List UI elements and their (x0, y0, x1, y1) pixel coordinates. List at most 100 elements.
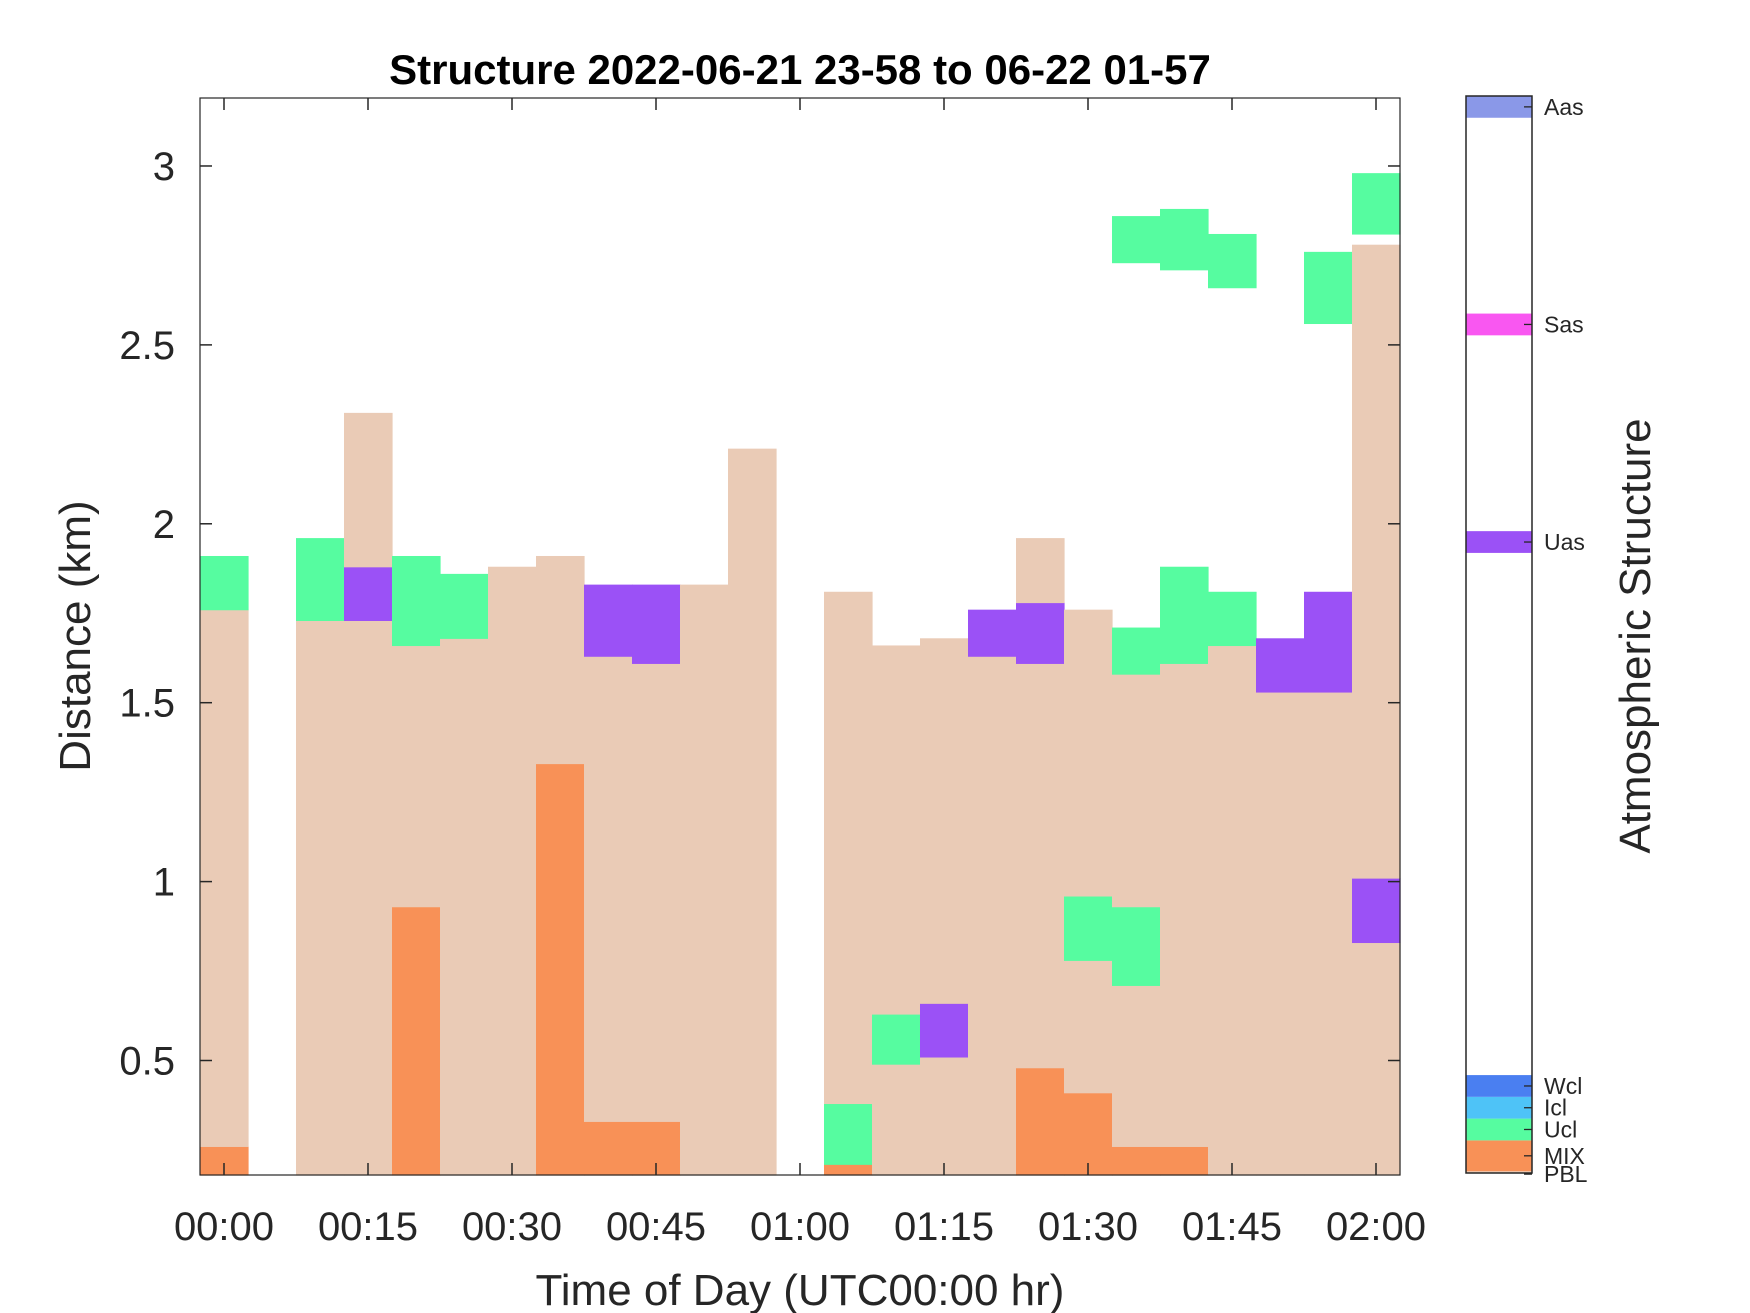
cell-ucl (1064, 895, 1113, 961)
colorbar-swatch-pbl (1466, 1171, 1532, 1173)
chart-title: Structure 2022-06-21 23-58 to 06-22 01-5… (389, 46, 1211, 93)
cell-ucl (824, 1103, 873, 1165)
colorbar-swatch-uas (1466, 531, 1532, 553)
cell-ucl (1112, 216, 1161, 264)
cell-ucl (1160, 566, 1209, 664)
x-tick-label: 00:15 (318, 1205, 418, 1249)
colorbar-label-icl: Icl (1544, 1095, 1567, 1121)
colorbar-label-aas: Aas (1544, 94, 1584, 120)
colorbar-swatch-sas (1466, 313, 1532, 336)
cell-pbl (920, 1056, 969, 1176)
cell-pbl (200, 609, 249, 1147)
cell-pbl (1208, 645, 1257, 1176)
cell-pbl (1112, 985, 1161, 1147)
cell-mix (1016, 1067, 1065, 1176)
cell-ucl (1208, 233, 1257, 289)
cell-ucl (1112, 627, 1161, 675)
cell-pbl (1352, 942, 1401, 1176)
cell-ucl (200, 555, 249, 611)
y-tick-label: 2.5 (119, 324, 175, 368)
cell-pbl (440, 638, 489, 1176)
cell-uas (968, 609, 1017, 657)
cell-mix (1112, 1146, 1161, 1176)
colorbar-swatch-wcl (1466, 1075, 1532, 1097)
heatmap-cells (200, 173, 1401, 1176)
cell-pbl (296, 620, 345, 1176)
colorbar-swatch-aas (1466, 96, 1532, 118)
x-tick-label: 02:00 (1326, 1205, 1426, 1249)
cell-ucl (1304, 251, 1353, 325)
colorbar-label-mix: MIX (1544, 1143, 1585, 1169)
cell-mix (392, 906, 441, 1176)
y-tick-label: 1.5 (119, 682, 175, 726)
cell-pbl (344, 620, 393, 1176)
cell-pbl (728, 448, 777, 1176)
colorbar-background (1466, 96, 1532, 1173)
cell-ucl (296, 538, 345, 621)
y-tick-label: 3 (153, 145, 175, 189)
cell-mix (1064, 1092, 1113, 1176)
cell-ucl (1208, 591, 1257, 647)
colorbar-frame (1465, 95, 1533, 1174)
cell-uas (1352, 878, 1401, 944)
cell-pbl (1160, 663, 1209, 1147)
x-tick-label: 01:45 (1182, 1205, 1282, 1249)
x-axis-label: Time of Day (UTC00:00 hr) (536, 1266, 1065, 1313)
cell-mix (1160, 1146, 1209, 1176)
cell-pbl (584, 656, 633, 1122)
cell-uas (344, 566, 393, 621)
colorbar-label: Atmospheric Structure (1611, 418, 1660, 853)
cell-ucl (1112, 906, 1161, 986)
x-tick-label: 01:30 (1038, 1205, 1138, 1249)
cell-pbl (680, 584, 729, 1176)
y-tick-label: 1 (153, 861, 175, 905)
cell-pbl (920, 638, 969, 1004)
cell-pbl (1112, 674, 1161, 908)
x-tick-label: 00:30 (462, 1205, 562, 1249)
colorbar-swatch-ucl (1466, 1118, 1532, 1141)
cell-pbl (488, 566, 537, 1176)
cell-mix (584, 1121, 633, 1176)
cell-uas (920, 1003, 969, 1058)
cell-pbl (824, 591, 873, 1105)
colorbar-label-ucl: Ucl (1544, 1116, 1577, 1142)
cell-pbl (968, 656, 1017, 1176)
cell-pbl (872, 1064, 921, 1176)
cell-pbl (1016, 538, 1065, 604)
cell-uas (1016, 602, 1065, 664)
cell-ucl (392, 555, 441, 647)
cell-uas (1304, 591, 1353, 693)
x-axis: 00:00 00:15 00:30 00:45 01:00 01:15 01:30 01:45… (174, 98, 1426, 1249)
cell-pbl (1352, 244, 1401, 879)
cell-mix (536, 763, 585, 1176)
cell-pbl (1016, 663, 1065, 1069)
cell-pbl (1304, 691, 1353, 1176)
y-axis: 0.5 1 1.5 2 2.5 3 (119, 145, 1400, 1084)
cell-pbl (344, 412, 393, 568)
y-axis-label: Distance (km) (51, 500, 100, 771)
cell-pbl (632, 663, 681, 1122)
y-tick-label: 2 (153, 503, 175, 547)
colorbar-swatch-icl (1466, 1096, 1532, 1119)
x-tick-label: 01:00 (750, 1205, 850, 1249)
cell-pbl (1064, 609, 1113, 897)
cell-mix (824, 1164, 873, 1176)
cell-uas (1256, 638, 1305, 693)
cell-pbl (1064, 960, 1113, 1094)
cell-ucl (1352, 173, 1401, 235)
x-tick-label: 00:00 (174, 1205, 274, 1249)
cell-ucl (1160, 208, 1209, 271)
cell-ucl (440, 573, 489, 639)
colorbar-label-sas: Sas (1544, 311, 1584, 337)
x-tick-label: 01:15 (894, 1205, 994, 1249)
cell-pbl (872, 645, 921, 1015)
cell-ucl (872, 1013, 921, 1065)
cell-pbl (536, 555, 585, 765)
colorbar-swatch-mix (1466, 1140, 1532, 1172)
colorbar-label-uas: Uas (1544, 529, 1585, 555)
cell-uas (632, 584, 681, 664)
colorbar-label-pbl: PBL (1544, 1161, 1588, 1187)
